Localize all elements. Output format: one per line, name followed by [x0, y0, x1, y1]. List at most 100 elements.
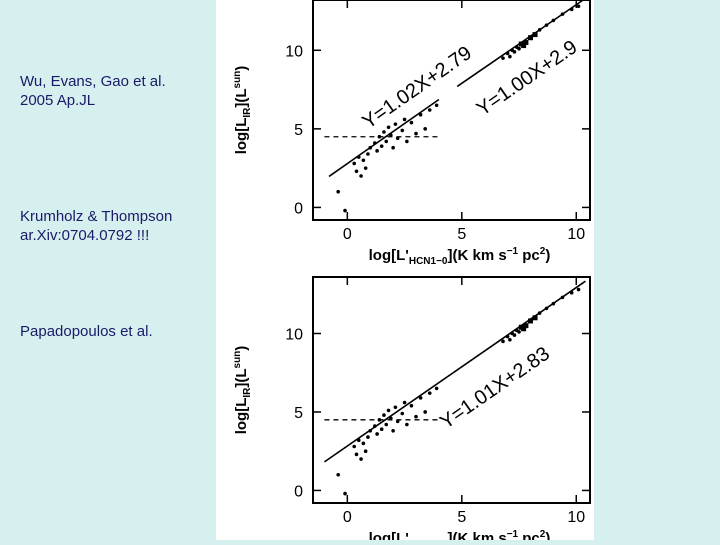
- y-axis-label-part: log[L: [233, 398, 250, 435]
- y-axis-label-part: IR: [242, 387, 253, 398]
- data-point: [414, 131, 418, 136]
- data-point: [395, 136, 400, 141]
- data-point: [368, 429, 373, 433]
- data-point: [501, 339, 505, 344]
- data-point: [560, 12, 565, 16]
- data-point: [405, 139, 409, 144]
- caption-papadopoulos: Papadopoulos et al.: [20, 323, 153, 340]
- x-axis-label-part: HCN1−0: [409, 256, 448, 267]
- x-axis-label-part: ): [545, 530, 550, 540]
- data-point: [352, 444, 357, 449]
- data-point-square: [532, 315, 538, 321]
- data-point: [512, 333, 517, 337]
- data-point: [352, 161, 357, 166]
- fit-equation-label: Y=1.01X+2.83: [436, 343, 554, 434]
- y-axis-label-part: IR: [242, 107, 253, 118]
- plot-frame: [312, 276, 591, 504]
- fit-line: [323, 280, 586, 463]
- x-tick-label: 0: [343, 226, 352, 243]
- data-point: [386, 408, 391, 413]
- data-point: [569, 7, 574, 12]
- figure-panel: 0 5 10 0 5 10 log[L'HCN1−0](K km s−1 pc2) log[L…: [216, 0, 594, 545]
- data-point: [336, 189, 340, 194]
- data-point: [379, 144, 384, 148]
- data-point: [427, 108, 432, 112]
- y-axis-label-part: sun: [232, 71, 243, 89]
- data-point: [366, 152, 370, 156]
- data-point: [551, 301, 556, 306]
- y-tick-label: 10: [285, 327, 303, 344]
- data-point: [363, 449, 368, 454]
- y-tick-label: 0: [294, 200, 303, 217]
- y-axis-label: log[LIR](Lsun): [232, 66, 253, 155]
- x-axis-label-part: ](K km s: [448, 530, 507, 540]
- y-axis-label-part: ): [233, 346, 250, 351]
- data-point: [391, 429, 395, 433]
- x-tick-label: 5: [457, 226, 466, 243]
- data-point: [569, 290, 574, 295]
- y-tick-label: 10: [285, 43, 303, 60]
- data-point: [354, 452, 359, 457]
- x-axis-label-part: pc: [518, 530, 540, 540]
- x-axis-label-part: 2: [540, 529, 546, 540]
- data-point: [544, 23, 549, 27]
- data-point: [386, 125, 391, 130]
- data-point: [336, 472, 340, 477]
- data-point: [395, 419, 400, 424]
- data-point: [434, 103, 439, 108]
- data-point-square: [521, 326, 527, 332]
- data-point-square: [521, 43, 527, 49]
- data-point: [418, 396, 423, 400]
- data-point: [560, 295, 565, 300]
- data-point: [389, 416, 393, 421]
- plot-frame: [312, 0, 591, 221]
- data-point: [508, 337, 512, 342]
- x-axis-label-part: −1: [507, 246, 519, 257]
- data-point: [517, 46, 521, 51]
- x-axis-label-part: ](K km s: [448, 247, 507, 264]
- data-point: [505, 334, 510, 339]
- y-axis-label-part: ): [233, 66, 250, 71]
- y-tick-label: 0: [294, 483, 303, 500]
- data-point: [427, 391, 432, 395]
- data-point-square: [523, 323, 529, 329]
- x-axis-label: log[L'HCN1−0](K km s−1 pc2): [369, 529, 551, 540]
- data-point: [576, 4, 581, 9]
- data-point: [373, 141, 377, 145]
- data-point: [359, 174, 363, 178]
- fit-equation-label: Y=1.02X+2.79: [358, 42, 475, 133]
- data-point: [379, 427, 384, 432]
- caption-wu-evans-gao: Wu, Evans, Gao et al. 2005 Ap.JL: [20, 73, 166, 109]
- data-point: [505, 51, 510, 56]
- data-point: [384, 139, 389, 144]
- data-point: [382, 413, 386, 417]
- data-point: [418, 112, 423, 117]
- data-point: [377, 418, 382, 422]
- x-tick-label: 10: [567, 226, 585, 243]
- x-tick-label: 10: [567, 509, 585, 526]
- y-axis-label-part: sun: [232, 351, 243, 369]
- data-point-square: [523, 39, 529, 45]
- caption-krumholz-thompson: Krumholz & Thompson ar.Xiv:0704.0792 !!!: [20, 208, 173, 244]
- data-point: [508, 54, 512, 59]
- data-point: [400, 411, 405, 416]
- fit-equation-label: Y=1.00X+2.9: [473, 36, 582, 120]
- data-point: [405, 422, 409, 427]
- x-axis-label-part: 2: [540, 246, 546, 257]
- data-point: [361, 158, 366, 163]
- data-point: [363, 166, 368, 170]
- data-point: [434, 386, 439, 391]
- data-point: [414, 414, 418, 419]
- data-point-square: [527, 318, 533, 324]
- x-tick-label: 0: [343, 509, 352, 526]
- data-point: [501, 56, 505, 60]
- data-point: [402, 117, 407, 122]
- data-point: [373, 424, 377, 428]
- data-point: [393, 405, 398, 410]
- x-axis-label: log[L'HCN1−0](K km s−1 pc2): [369, 246, 551, 267]
- data-point: [354, 169, 359, 174]
- data-point: [537, 28, 542, 32]
- y-axis-label: log[LIR](Lsun): [232, 346, 253, 435]
